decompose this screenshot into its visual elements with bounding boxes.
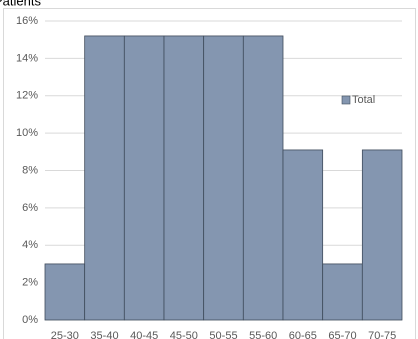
x-tick-label: 25-30	[51, 330, 79, 339]
bar	[203, 35, 244, 321]
y-tick-label: 8%	[22, 164, 38, 176]
bar	[123, 35, 165, 321]
y-tick-label: 6%	[22, 202, 38, 214]
bar	[282, 149, 324, 321]
y-tick-label: 2%	[22, 277, 38, 289]
bar	[163, 35, 205, 321]
chart-title: Patients	[0, 0, 41, 8]
x-tick-label: 40-45	[130, 330, 158, 339]
y-tick-label: 4%	[22, 239, 38, 251]
bar	[44, 263, 86, 321]
x-tick-label: 65-70	[328, 330, 356, 339]
y-tick-label: 16%	[16, 15, 38, 27]
legend-swatch	[341, 95, 351, 105]
x-tick-label: 35-40	[90, 330, 118, 339]
bar	[242, 35, 284, 321]
bar	[361, 149, 403, 321]
legend-label: Total	[352, 94, 375, 106]
x-tick-label: 70-75	[368, 330, 396, 339]
y-tick-label: 10%	[16, 127, 38, 139]
x-tick-label: 50-55	[209, 330, 237, 339]
chart-border	[3, 8, 416, 339]
y-tick-label: 14%	[16, 52, 38, 64]
x-tick-label: 60-65	[289, 330, 317, 339]
x-tick-label: 55-60	[249, 330, 277, 339]
x-tick-label: 45-50	[170, 330, 198, 339]
bar	[84, 35, 125, 321]
y-tick-label: 12%	[16, 90, 38, 102]
bar	[322, 263, 363, 321]
y-tick-label: 0%	[22, 314, 38, 326]
